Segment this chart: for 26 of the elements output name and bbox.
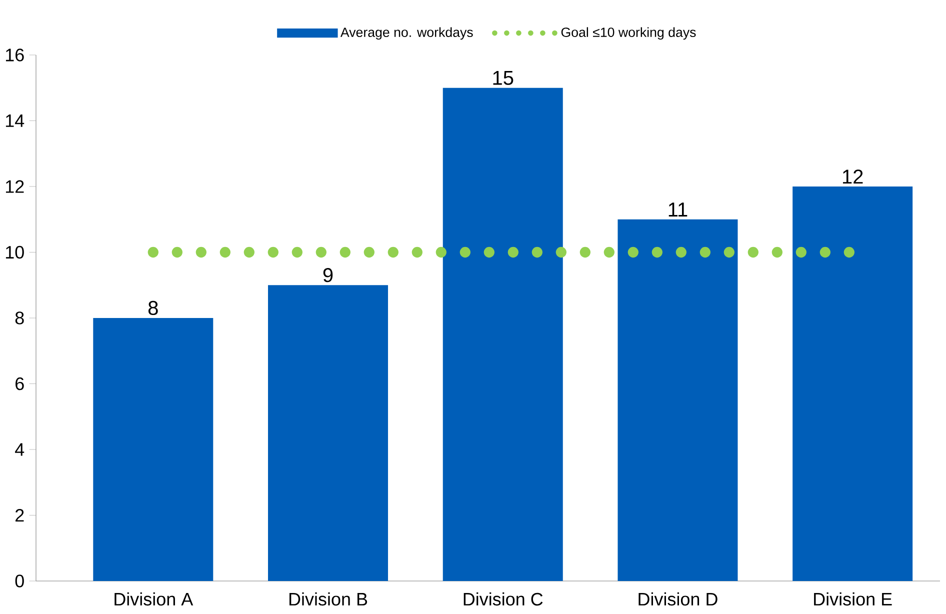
data-label: 11 [668,202,688,216]
x-tick-label: Division D [638,592,718,606]
y-tick-label: 10 [6,246,24,259]
data-label: 15 [493,70,514,85]
data-label: 9 [323,268,333,282]
y-tick-label: 4 [15,443,24,456]
x-tick-label: Division B [289,592,368,606]
legend-label: Average no. workdays [340,27,473,40]
y-tick-label: 6 [16,377,24,390]
bar [93,318,214,581]
x-tick-label: Division A [114,592,194,606]
bar [268,285,388,581]
y-tick-label: 0 [15,574,24,588]
bar [442,88,563,581]
bar [618,219,738,581]
x-tick-label: Division E [814,592,892,606]
y-tick-label: 2 [16,508,24,522]
data-label: 12 [842,170,863,184]
y-tick-label: 12 [6,180,24,193]
y-tick-label: 8 [15,312,24,324]
bar [792,186,913,581]
y-tick-label: 14 [6,114,24,127]
data-label: 8 [148,300,158,316]
y-tick-label: 16 [6,48,24,62]
legend-label: Goal ≤10 working days [561,27,696,40]
x-tick-label: Division C [464,592,543,606]
